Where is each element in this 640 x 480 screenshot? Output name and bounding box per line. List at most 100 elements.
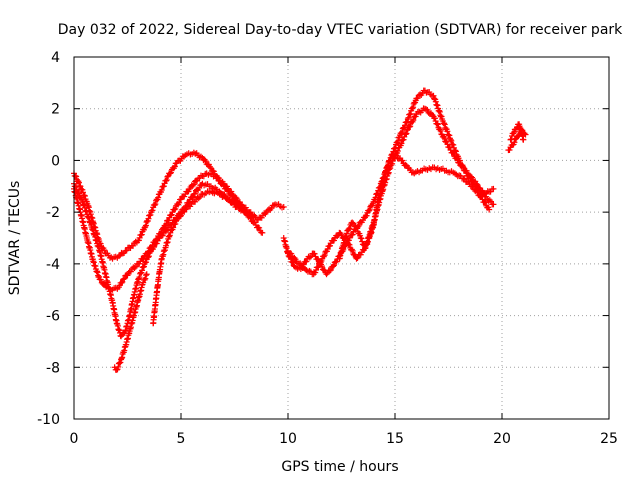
data-point: [467, 173, 474, 180]
data-point: [441, 121, 448, 128]
data-point: [311, 250, 318, 257]
data-point: [164, 173, 171, 180]
data-point: [409, 105, 416, 112]
data-point: [256, 224, 263, 231]
data-point: [291, 254, 298, 261]
data-point: [441, 120, 448, 127]
data-point: [202, 158, 209, 165]
data-point: [153, 240, 160, 247]
x-tick-label: 10: [279, 431, 297, 447]
data-point: [406, 123, 413, 130]
data-point: [242, 209, 249, 216]
data-point: [176, 213, 183, 220]
data-point: [191, 190, 198, 197]
data-point: [139, 267, 146, 274]
data-point: [477, 185, 484, 192]
data-point: [213, 173, 220, 180]
data-point: [331, 237, 338, 244]
y-tick-label: -4: [46, 257, 60, 273]
data-point: [326, 267, 333, 274]
data-point: [150, 244, 157, 251]
data-point: [450, 141, 457, 148]
data-point: [384, 162, 391, 169]
data-point: [389, 160, 396, 167]
data-point: [250, 214, 257, 221]
data-point: [490, 185, 497, 192]
data-point: [137, 270, 144, 277]
data-point: [138, 231, 145, 238]
data-point: [470, 183, 477, 190]
data-point: [354, 225, 361, 232]
data-point: [431, 115, 438, 122]
data-point: [160, 183, 167, 190]
data-point: [145, 253, 152, 260]
data-point: [302, 258, 309, 265]
data-point: [482, 199, 489, 206]
data-point: [403, 130, 410, 137]
data-point: [176, 199, 183, 206]
data-points: [71, 87, 529, 373]
data-point: [172, 205, 179, 212]
data-point: [334, 233, 341, 240]
data-point: [172, 220, 179, 227]
data-point: [490, 201, 497, 208]
data-point: [136, 274, 143, 281]
data-point: [353, 224, 360, 231]
data-point: [349, 247, 356, 254]
data-point: [75, 190, 82, 197]
data-point: [346, 225, 353, 232]
data-point: [353, 255, 360, 262]
data-point: [78, 185, 85, 192]
data-point: [404, 116, 411, 123]
data-point: [306, 254, 313, 261]
data-point: [363, 212, 370, 219]
data-point: [333, 258, 340, 265]
data-point: [259, 229, 266, 236]
data-point: [348, 246, 355, 253]
data-point: [140, 255, 147, 262]
data-point: [407, 110, 414, 117]
data-point: [453, 154, 460, 161]
data-point: [349, 219, 356, 226]
data-point: [149, 207, 156, 214]
data-point: [81, 192, 88, 199]
data-point: [365, 207, 372, 214]
data-point: [434, 121, 441, 128]
data-point: [366, 206, 373, 213]
data-point: [394, 138, 401, 145]
data-point: [448, 137, 455, 144]
y-tick-label: 0: [51, 153, 60, 169]
data-point: [147, 211, 154, 218]
data-point: [511, 139, 518, 146]
data-point: [410, 100, 417, 107]
x-tick-label: 15: [386, 431, 404, 447]
data-point: [115, 363, 122, 370]
data-point: [473, 180, 480, 187]
chart-title: Day 032 of 2022, Sidereal Day-to-day VTE…: [58, 22, 623, 38]
data-point: [214, 174, 221, 181]
data-point: [118, 279, 125, 286]
data-point: [72, 183, 79, 190]
data-point: [444, 128, 451, 135]
data-point: [131, 265, 138, 272]
data-point: [402, 131, 409, 138]
data-point: [72, 172, 79, 179]
x-axis-label: GPS time / hours: [281, 459, 398, 475]
data-point: [391, 145, 398, 152]
data-point: [506, 146, 513, 153]
data-point: [178, 212, 184, 219]
data-point: [155, 194, 162, 201]
data-point: [97, 276, 104, 283]
data-point: [450, 150, 457, 157]
data-point: [434, 120, 441, 127]
data-point: [345, 226, 352, 233]
data-point: [414, 95, 421, 102]
data-point: [195, 195, 202, 202]
data-point: [168, 169, 175, 176]
data-point: [520, 136, 527, 143]
data-point: [145, 215, 152, 222]
data-point: [163, 220, 170, 227]
data-point: [362, 245, 369, 252]
y-tick-label: -10: [37, 412, 60, 428]
